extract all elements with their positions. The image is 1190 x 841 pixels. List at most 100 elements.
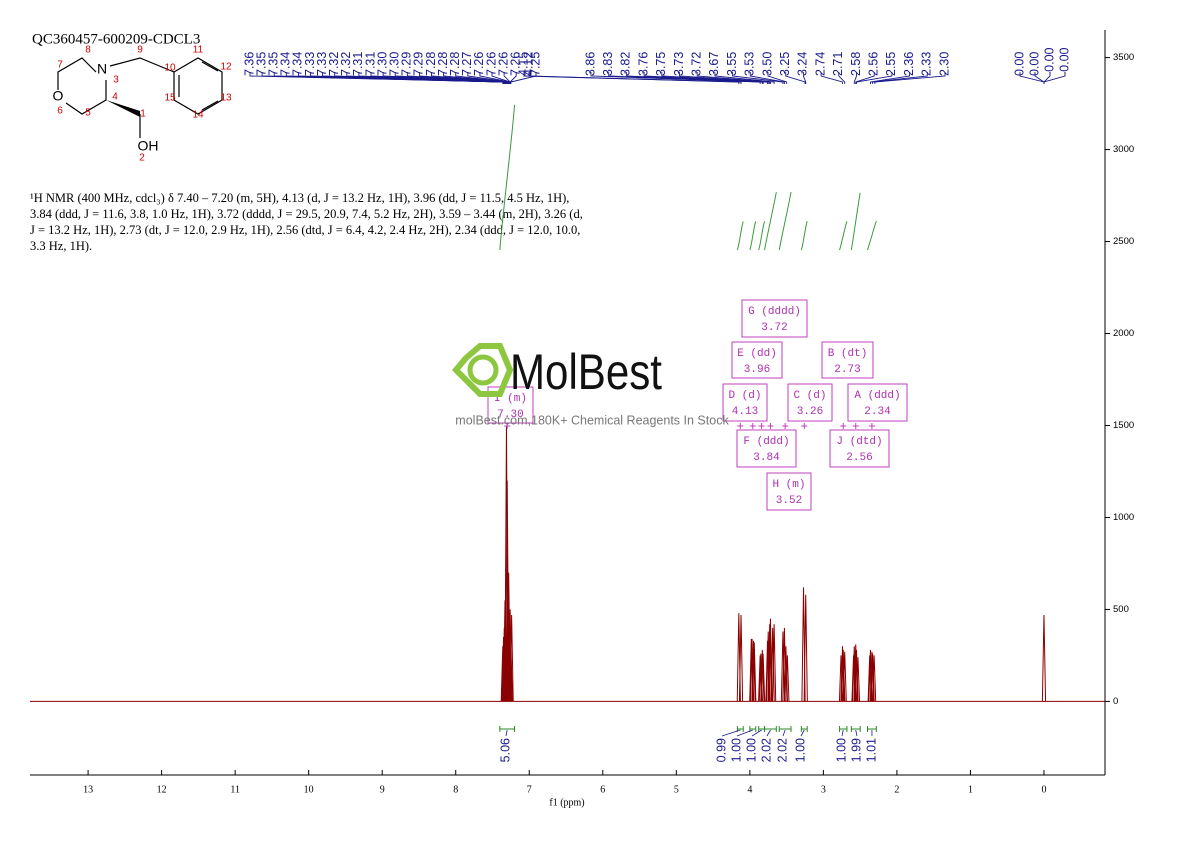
peak-label: 2.36 xyxy=(902,52,916,76)
watermark-brand: MolBest xyxy=(510,344,662,400)
peak xyxy=(854,649,859,702)
peak-label-connector xyxy=(509,72,517,84)
peak xyxy=(855,657,861,702)
integral-curve xyxy=(800,221,808,251)
multiplet-shift: 2.34 xyxy=(864,406,891,418)
bond xyxy=(109,57,175,73)
integral-connector xyxy=(721,729,741,737)
bond xyxy=(57,57,97,90)
peak-label: 7.26 xyxy=(472,52,486,76)
peak-label: 7.34 xyxy=(279,52,293,76)
peak xyxy=(752,642,757,702)
multiplet-shift: 4.13 xyxy=(732,406,758,418)
peak-label: 7.33 xyxy=(303,52,317,76)
x-tick-label: 7 xyxy=(527,784,532,795)
peak-label: 7.28 xyxy=(448,52,462,76)
peak xyxy=(760,649,765,702)
peak-label: 2.55 xyxy=(884,52,898,76)
multiplet-name: C (d) xyxy=(793,390,826,402)
atom-number: 5 xyxy=(85,108,91,119)
peak-label: 7.35 xyxy=(266,52,280,76)
peak-label-connector xyxy=(767,72,788,84)
peak-label: 7.33 xyxy=(315,52,329,76)
peak xyxy=(760,653,766,702)
multiplet-shift: 2.73 xyxy=(834,364,860,376)
logo-ring xyxy=(467,354,499,386)
atom-number: 7 xyxy=(57,60,63,71)
peak-label: 7.36 xyxy=(242,52,256,76)
watermark: MolBest molBest.com,180K+ Chemical Reage… xyxy=(451,343,729,427)
x-tick-label: 12 xyxy=(157,784,167,795)
peak-label: -0.00 xyxy=(1042,47,1056,76)
atom-label: O xyxy=(53,88,64,104)
peak xyxy=(1041,614,1047,702)
peak-label-connector xyxy=(785,72,806,84)
integral-connector xyxy=(505,729,508,737)
peak-label: 7.35 xyxy=(254,52,268,76)
integral-connector xyxy=(751,729,762,737)
multiplet-box xyxy=(766,472,812,511)
multiplet-name: B (dt) xyxy=(828,348,868,360)
integral-connector xyxy=(800,729,805,737)
x-tick-label: 8 xyxy=(453,784,458,795)
peak-label-connector xyxy=(714,72,775,84)
peak-label: 3.83 xyxy=(601,52,615,76)
atom-label: N xyxy=(97,61,107,77)
peak xyxy=(783,646,788,702)
integral-bracket xyxy=(764,726,777,732)
y-tick-label: 1000 xyxy=(1113,512,1134,523)
peak xyxy=(509,614,514,702)
peak-label-connector xyxy=(455,72,510,84)
peak-label: 7.31 xyxy=(363,52,377,76)
peak-label: 3.24 xyxy=(796,52,810,76)
peak-label: 7.31 xyxy=(351,52,365,76)
peak xyxy=(803,594,808,702)
multiplet-box xyxy=(731,341,783,379)
integral-curve xyxy=(850,192,861,251)
peak-label: 3.72 xyxy=(689,52,703,76)
description-box: ¹H NMR (400 MHz, cdcl₃) δ 7.40 – 7.20 (m… xyxy=(30,191,583,253)
bond xyxy=(65,80,107,115)
multiplet-box xyxy=(787,383,833,422)
integral-connector xyxy=(736,729,753,737)
integral-bracket xyxy=(867,726,877,732)
peak-label-connector xyxy=(732,72,784,84)
atom-number: 13 xyxy=(220,93,232,104)
peak-label: 7.29 xyxy=(412,52,426,76)
peak-label: 4.12 xyxy=(521,52,535,76)
atom-label: OH xyxy=(138,138,159,154)
integral-bracket xyxy=(499,726,516,732)
atom-number: 10 xyxy=(164,63,176,74)
peak-label: 7.30 xyxy=(375,52,389,76)
peak-label: 7.32 xyxy=(339,52,353,76)
integral-bracket xyxy=(839,726,848,732)
y-tick-label: 0 xyxy=(1113,696,1118,707)
multiplet-name: F (ddd) xyxy=(743,436,789,448)
multiplet-name: G (dddd) xyxy=(748,306,801,318)
multiplet-name: E (dd) xyxy=(737,348,777,360)
integral-curve xyxy=(749,221,757,251)
integral-curve xyxy=(778,191,792,251)
peak xyxy=(842,651,847,702)
integral-label: 0.99 xyxy=(714,738,728,762)
multiplet-box xyxy=(847,383,908,422)
integral-label: 2.02 xyxy=(775,738,789,762)
peak-label-connector xyxy=(853,72,857,84)
peak-label: 4.15 xyxy=(516,52,530,76)
peak-label: 3.53 xyxy=(743,52,757,76)
multiplet-box xyxy=(741,299,808,338)
nmr-description: ¹H NMR (400 MHz, cdcl₃) δ 7.40 – 7.20 (m… xyxy=(30,191,583,253)
integral-curve xyxy=(736,221,744,251)
x-tick-label: 10 xyxy=(304,784,314,795)
atom-number: 3 xyxy=(113,75,119,86)
multiplet-box xyxy=(722,383,768,422)
multiplet-box xyxy=(487,386,534,424)
multiplet-shift: 7.30 xyxy=(497,409,523,421)
peak-label: 2.56 xyxy=(866,52,880,76)
logo-hexagon xyxy=(451,343,514,397)
atom-number: 2 xyxy=(139,153,145,164)
peak xyxy=(780,631,786,702)
peak xyxy=(751,640,756,702)
x-tick-label: 4 xyxy=(747,784,752,795)
